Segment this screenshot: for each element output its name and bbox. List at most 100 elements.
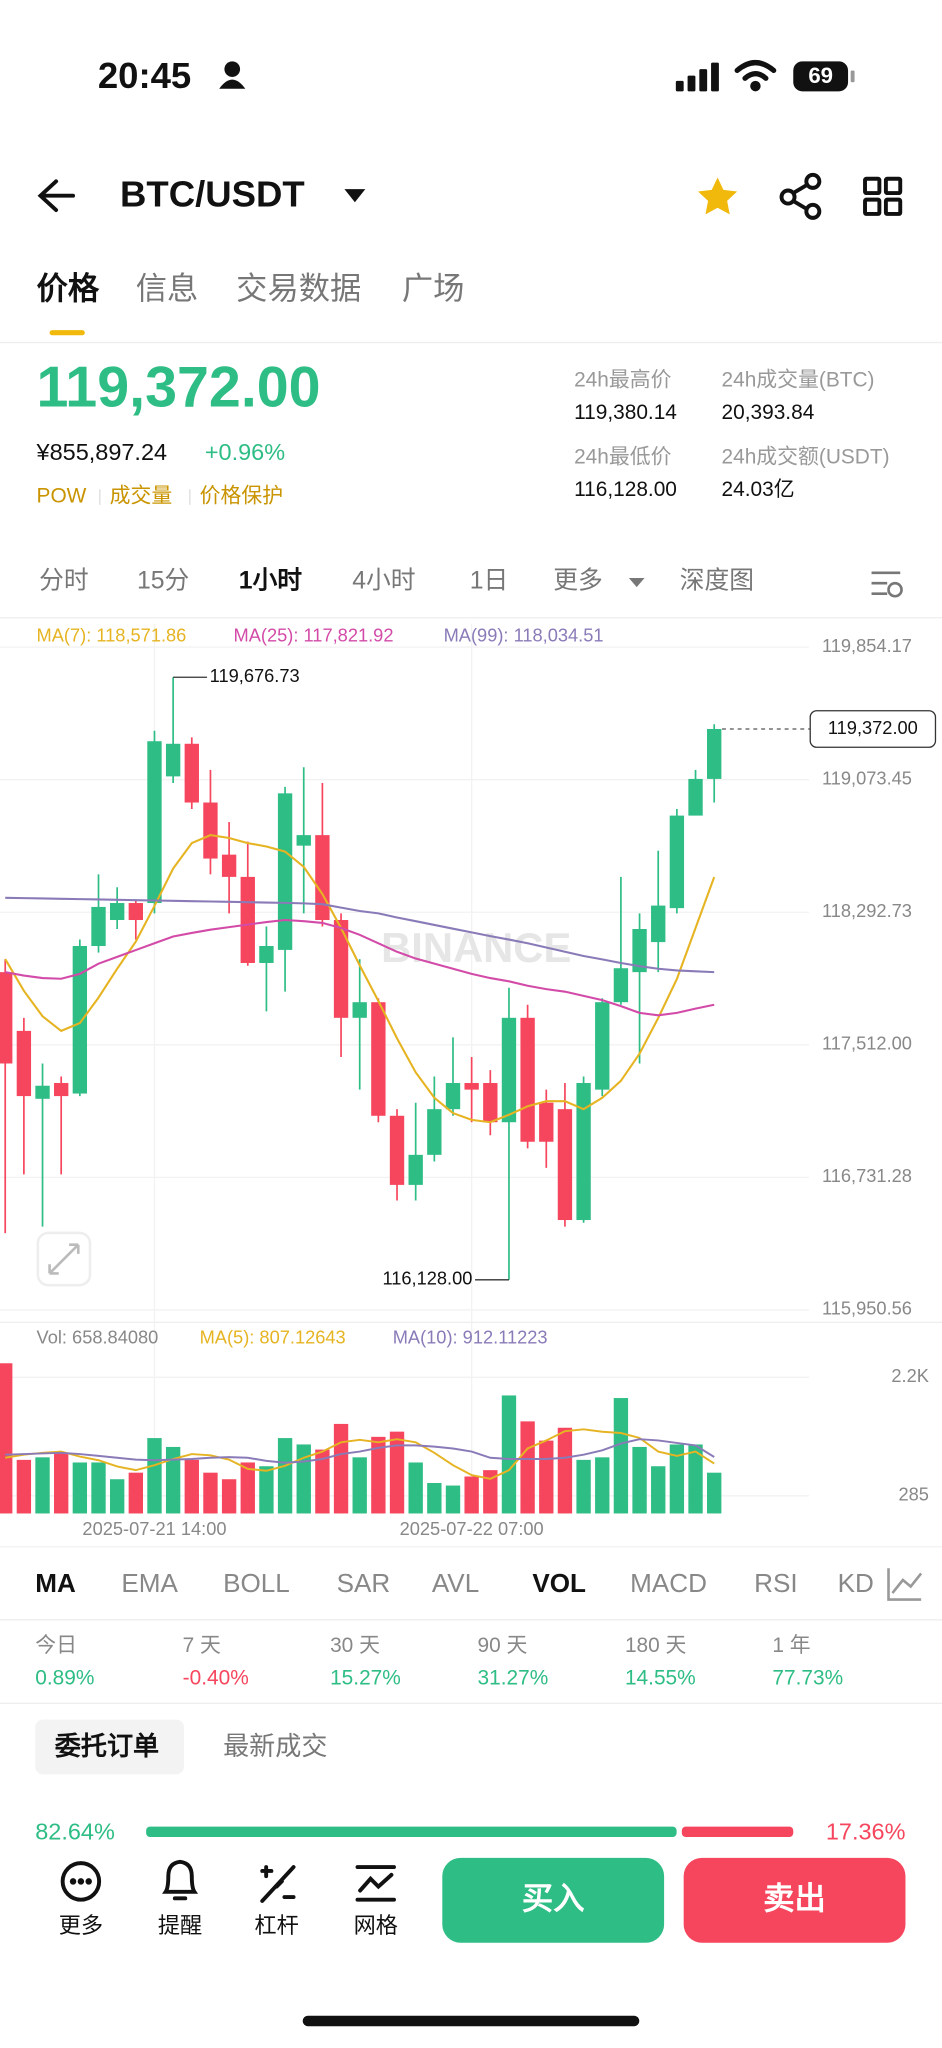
volume-bar bbox=[707, 1472, 722, 1514]
indicator-settings[interactable] bbox=[887, 1568, 923, 1601]
candle-body bbox=[203, 802, 218, 859]
pair-caret[interactable] bbox=[344, 189, 366, 203]
candle-body bbox=[632, 929, 647, 973]
last-price: 119,372.00 bbox=[37, 356, 321, 420]
ma-legend: MA(25): 117,821.92 bbox=[234, 625, 394, 646]
y-tick-label: 118,292.73 bbox=[822, 900, 912, 921]
perf-label: 7 天 bbox=[183, 1634, 221, 1657]
tab[interactable]: 价格 bbox=[37, 271, 100, 306]
volume-bar bbox=[520, 1421, 535, 1514]
volume-ma-line bbox=[5, 1438, 715, 1464]
stat-value: 119,380.14 bbox=[574, 401, 677, 424]
indicator[interactable]: BOLL bbox=[223, 1568, 290, 1598]
stat-value: 24.03亿 bbox=[722, 478, 795, 501]
stat-label: 24h最低价 bbox=[574, 445, 672, 468]
pair-title[interactable]: BTC/USDT bbox=[120, 174, 305, 215]
volume-bar bbox=[91, 1462, 106, 1514]
candle-body bbox=[35, 1085, 50, 1099]
indicator[interactable]: KD bbox=[838, 1568, 874, 1598]
perf-value: 77.73% bbox=[772, 1667, 843, 1690]
volume-bar bbox=[128, 1472, 143, 1514]
volume-bar bbox=[54, 1453, 69, 1514]
divider bbox=[0, 341, 942, 344]
indicator[interactable]: MACD bbox=[630, 1568, 707, 1598]
candle-body bbox=[128, 903, 143, 921]
grid-button[interactable] bbox=[863, 176, 903, 216]
volume-bar bbox=[35, 1457, 50, 1514]
back-button[interactable] bbox=[37, 179, 76, 213]
sell-button[interactable] bbox=[683, 1857, 906, 1943]
tag-separator bbox=[99, 489, 101, 505]
performance: 今日 0.89% 7 天 -0.40% 30 天 15.27% 90 天 31.27% 180 … bbox=[35, 1634, 843, 1690]
volume-bar bbox=[651, 1466, 666, 1514]
interval[interactable]: 更多 bbox=[553, 566, 603, 594]
indicator[interactable]: VOL bbox=[532, 1568, 586, 1598]
status-time: 20:45 bbox=[98, 55, 191, 96]
candle-body bbox=[333, 920, 349, 1018]
volume-bar bbox=[483, 1470, 498, 1514]
interval[interactable]: 分时 bbox=[39, 566, 89, 594]
bottom-nav: 更多 提醒 杠杆 网格 bbox=[59, 1913, 398, 1938]
interval[interactable]: 深度图 bbox=[680, 566, 754, 594]
watermark: BINANCE bbox=[381, 924, 571, 971]
tab[interactable]: 信息 bbox=[136, 271, 199, 306]
tab[interactable]: 交易数据 bbox=[236, 271, 361, 306]
sell-label[interactable]: 卖出 bbox=[763, 1881, 826, 1916]
volume-bar bbox=[184, 1459, 199, 1514]
perf-label: 180 天 bbox=[625, 1634, 687, 1657]
buy-ratio-bar bbox=[146, 1826, 677, 1838]
order-tab[interactable]: 委托订单 bbox=[55, 1731, 159, 1761]
y-tick-label: 119,073.45 bbox=[822, 768, 912, 789]
volume-tick-label: 285 bbox=[898, 1484, 928, 1505]
indicator[interactable]: RSI bbox=[754, 1568, 797, 1598]
nav-label[interactable]: 网格 bbox=[354, 1913, 398, 1938]
chart-settings[interactable] bbox=[871, 571, 903, 598]
indicator[interactable]: SAR bbox=[337, 1568, 391, 1598]
tab[interactable]: 广场 bbox=[402, 271, 465, 306]
tab-underline bbox=[49, 330, 85, 336]
tag-separator bbox=[189, 489, 191, 505]
ma-legend: MA(7): 118,571.86 bbox=[37, 625, 187, 646]
stat-label: 24h最高价 bbox=[574, 368, 672, 391]
interval[interactable]: 1日 bbox=[470, 567, 509, 594]
battery bbox=[793, 61, 849, 92]
volume-bar bbox=[501, 1395, 517, 1514]
nav-label[interactable]: 更多 bbox=[59, 1913, 103, 1938]
indicator[interactable]: MA bbox=[35, 1568, 76, 1598]
volume-bar bbox=[352, 1457, 367, 1514]
chart: 119,854.17 119,073.45 118,292.73 117,512.00… bbox=[0, 623, 942, 1539]
expand-button[interactable] bbox=[36, 1231, 92, 1287]
volume-tick-label: 2.2K bbox=[891, 1365, 929, 1386]
interval[interactable]: 15分 bbox=[137, 566, 189, 594]
last-price-label: 119,372.00 bbox=[828, 717, 918, 738]
volume-bar bbox=[203, 1472, 218, 1514]
buy-label[interactable]: 买入 bbox=[522, 1881, 585, 1916]
volume-ma-legend: MA(5): 807.12643 bbox=[200, 1326, 346, 1347]
more-caret[interactable] bbox=[628, 577, 645, 588]
divider bbox=[0, 617, 942, 619]
divider bbox=[0, 1546, 942, 1548]
stat-value: 20,393.84 bbox=[722, 401, 815, 424]
candle-body bbox=[109, 903, 125, 921]
volume-bar bbox=[389, 1431, 405, 1514]
tags: POW 成交量 价格保护 bbox=[37, 485, 284, 508]
favorite-star[interactable] bbox=[698, 177, 738, 215]
price-change: +0.96% bbox=[205, 439, 285, 465]
nav-label[interactable]: 提醒 bbox=[158, 1913, 202, 1938]
intervals: 分时 15分 1小时 4小时 1日 更多 深度图 bbox=[39, 566, 754, 594]
candle-body bbox=[259, 945, 274, 963]
buy-button[interactable] bbox=[442, 1857, 665, 1943]
nav-label[interactable]: 杠杆 bbox=[254, 1913, 298, 1938]
share-button[interactable] bbox=[779, 172, 822, 220]
signal-icon bbox=[675, 62, 719, 92]
indicator[interactable]: EMA bbox=[121, 1568, 178, 1598]
order-tab[interactable]: 最新成交 bbox=[223, 1731, 327, 1761]
candle-body bbox=[296, 835, 311, 846]
volume-bar bbox=[16, 1459, 32, 1514]
interval[interactable]: 4小时 bbox=[352, 566, 415, 594]
interval[interactable]: 1小时 bbox=[239, 566, 303, 594]
perf-label: 1 年 bbox=[772, 1634, 810, 1657]
candle-body bbox=[707, 729, 722, 779]
indicator[interactable]: AVL bbox=[432, 1568, 479, 1598]
volume-bar bbox=[371, 1436, 386, 1514]
